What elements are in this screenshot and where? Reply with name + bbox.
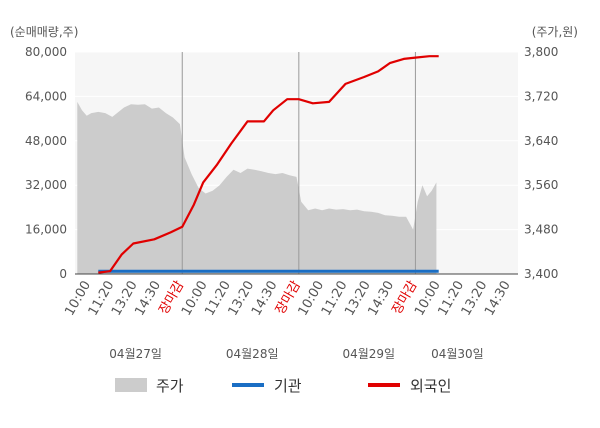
legend-label-foreigner: 외국인 [410, 377, 451, 395]
left-axis-unit-label: (순매매량,주) [10, 25, 78, 39]
date-label: 04월30일 [431, 347, 484, 361]
legend-label-institution: 기관 [274, 377, 302, 395]
net-trade-line-layer [98, 55, 439, 274]
right-y-tick-label: 3,800 [524, 45, 558, 59]
day-boundary-layer [181, 52, 416, 274]
right-y-tick-label: 3,480 [524, 223, 558, 237]
legend-swatch-price [115, 378, 147, 392]
x-axis-ticks: 10:0011:2013:2014:30장마감10:0011:2013:2014… [62, 278, 513, 318]
right-axis-unit-label: (주가,원) [532, 25, 578, 39]
right-y-axis-ticks: 3,800 3,720 3,640 3,560 3,480 3,400 [524, 45, 558, 281]
right-y-tick-label: 3,400 [524, 267, 558, 281]
left-y-tick-label: 16,000 [25, 223, 67, 237]
date-label: 04월29일 [342, 347, 395, 361]
price-area-layer [77, 101, 437, 275]
right-y-tick-label: 3,560 [524, 178, 558, 192]
left-y-axis-ticks: 80,000 64,000 48,000 32,000 16,000 0 [25, 45, 67, 281]
date-label: 04월27일 [109, 347, 162, 361]
series-foreigner-line [98, 55, 439, 274]
date-label: 04월28일 [226, 347, 279, 361]
legend-swatch-institution [232, 383, 264, 387]
right-y-tick-label: 3,640 [524, 134, 558, 148]
legend-item-foreigner: 외국인 [368, 377, 451, 395]
date-labels: 04월27일 04월28일 04월29일 04월30일 [109, 347, 483, 361]
left-y-tick-label: 32,000 [25, 178, 67, 192]
legend-swatch-foreigner [368, 383, 400, 387]
left-y-tick-label: 48,000 [25, 134, 67, 148]
left-y-tick-label: 0 [59, 267, 67, 281]
right-y-tick-label: 3,720 [524, 89, 558, 103]
legend-item-institution: 기관 [232, 377, 302, 395]
legend: 주가 기관 외국인 [115, 377, 451, 395]
series-price-area [77, 101, 437, 275]
left-y-tick-label: 80,000 [25, 45, 67, 59]
left-y-tick-label: 64,000 [25, 89, 67, 103]
legend-label-price: 주가 [156, 377, 184, 395]
legend-item-price: 주가 [115, 377, 184, 395]
